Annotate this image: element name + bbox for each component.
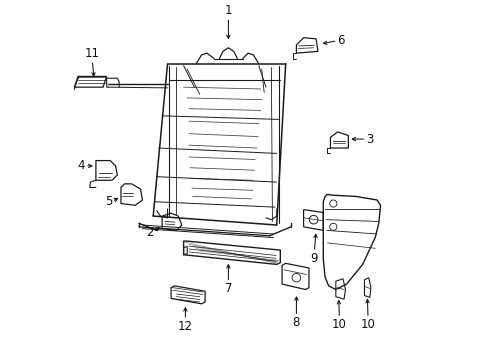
Text: 8: 8 <box>292 316 300 329</box>
Text: 3: 3 <box>366 132 373 145</box>
Text: 2: 2 <box>145 226 153 239</box>
Text: 9: 9 <box>310 252 317 265</box>
Text: 10: 10 <box>331 318 346 331</box>
Text: 10: 10 <box>360 318 375 331</box>
Text: 11: 11 <box>84 47 100 60</box>
Text: 1: 1 <box>224 4 232 17</box>
Text: 5: 5 <box>104 195 112 208</box>
Text: 7: 7 <box>224 282 232 295</box>
Text: 6: 6 <box>337 34 345 47</box>
Text: 4: 4 <box>78 159 85 172</box>
Text: 12: 12 <box>178 320 193 333</box>
